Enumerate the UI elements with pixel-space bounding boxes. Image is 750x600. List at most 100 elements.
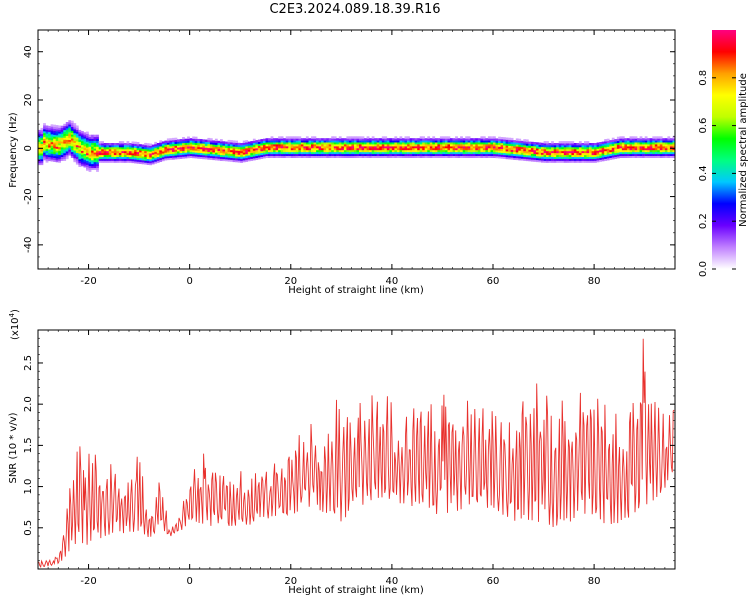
heatmap-cell xyxy=(108,152,112,156)
heatmap-cell xyxy=(78,139,82,142)
heatmap-cell xyxy=(364,140,367,143)
heatmap-cell xyxy=(316,142,319,145)
heatmap-cell xyxy=(482,153,486,156)
heatmap-cell xyxy=(460,149,463,153)
heatmap-cell xyxy=(528,141,532,144)
heatmap-cell xyxy=(576,144,580,148)
heatmap-cell xyxy=(154,143,158,147)
heatmap-cell xyxy=(81,134,84,138)
heatmap-cell xyxy=(629,147,633,151)
heatmap-cell xyxy=(543,150,547,154)
heatmap-cell xyxy=(566,143,570,146)
heatmap-cell xyxy=(500,142,504,146)
heatmap-cell xyxy=(189,147,193,151)
heatmap-cell xyxy=(551,141,554,144)
heatmap-cell xyxy=(60,158,64,161)
heatmap-cell xyxy=(336,142,340,145)
heatmap-cell xyxy=(447,149,451,153)
heatmap-cell xyxy=(45,135,49,138)
heatmap-cell xyxy=(495,144,499,147)
heatmap-cell xyxy=(60,129,64,132)
heatmap-cell xyxy=(58,125,61,128)
heatmap-cell xyxy=(199,148,203,152)
heatmap-cell xyxy=(83,155,87,158)
heatmap-cell xyxy=(576,143,580,146)
heatmap-cell xyxy=(632,138,635,141)
heatmap-cell xyxy=(642,147,645,151)
heatmap-cell xyxy=(414,149,418,153)
heatmap-cell xyxy=(429,151,433,155)
heatmap-cell xyxy=(490,151,494,155)
heatmap-cell xyxy=(88,157,92,161)
heatmap-cell xyxy=(81,163,84,167)
heatmap-cell xyxy=(391,155,395,158)
heatmap-cell xyxy=(209,144,213,147)
heatmap-cell xyxy=(366,136,370,139)
heatmap-cell xyxy=(402,140,405,143)
heatmap-cell xyxy=(503,156,506,159)
heatmap-cell xyxy=(576,158,580,161)
heatmap-cell xyxy=(563,144,567,148)
heatmap-cell xyxy=(50,153,54,156)
heatmap-cell xyxy=(336,145,340,149)
heatmap-cell xyxy=(571,150,575,154)
heatmap-cell xyxy=(364,142,367,145)
colorbar-scale xyxy=(712,30,736,269)
heatmap-cell xyxy=(384,142,388,145)
heatmap-cell xyxy=(227,139,231,143)
heatmap-cell xyxy=(338,138,342,141)
heatmap-cell xyxy=(627,140,630,143)
heatmap-cell xyxy=(257,143,261,146)
heatmap-cell xyxy=(490,140,494,143)
heatmap-cell xyxy=(207,141,211,145)
heatmap-cell xyxy=(103,150,107,154)
heatmap-cell xyxy=(293,151,297,155)
heatmap-cell xyxy=(116,146,120,150)
heatmap-cell xyxy=(513,147,516,151)
heatmap-cell xyxy=(204,145,208,148)
heatmap-cell xyxy=(606,148,610,151)
heatmap-cell xyxy=(407,144,410,147)
heatmap-cell xyxy=(45,131,49,134)
heatmap-cell xyxy=(298,144,302,147)
heatmap-cell xyxy=(394,144,398,147)
heatmap-cell xyxy=(50,143,54,146)
heatmap-cell xyxy=(300,145,304,149)
heatmap-cell xyxy=(172,137,175,141)
heatmap-cell xyxy=(83,141,87,145)
heatmap-cell xyxy=(151,152,155,155)
heatmap-cell xyxy=(493,153,496,156)
heatmap-cell xyxy=(116,158,120,161)
heatmap-cell xyxy=(596,156,600,159)
heatmap-cell xyxy=(629,136,633,139)
heatmap-cell xyxy=(482,140,486,143)
heatmap-cell xyxy=(283,149,286,153)
heatmap-cell xyxy=(308,145,312,149)
heatmap-cell xyxy=(573,154,577,157)
heatmap-cell xyxy=(91,146,94,149)
heatmap-cell xyxy=(204,147,208,150)
heatmap-cell xyxy=(199,144,203,148)
heatmap-cell xyxy=(318,145,322,149)
heatmap-cell xyxy=(288,138,292,141)
heatmap-cell xyxy=(43,138,46,141)
heatmap-cell xyxy=(321,144,324,147)
heatmap-cell xyxy=(240,143,243,146)
heatmap-cell xyxy=(318,147,322,151)
heatmap-cell xyxy=(518,158,522,161)
heatmap-cell xyxy=(503,139,506,142)
heatmap-cell xyxy=(268,151,271,155)
heatmap-cell xyxy=(376,145,380,149)
heatmap-cell xyxy=(305,138,309,141)
heatmap-cell xyxy=(177,154,180,158)
heatmap-cell xyxy=(86,154,89,158)
heatmap-cell xyxy=(452,153,456,156)
heatmap-cell xyxy=(63,127,67,131)
heatmap-cell xyxy=(543,156,547,159)
heatmap-cell xyxy=(290,140,294,143)
heatmap-cell xyxy=(209,142,213,145)
heatmap-cell xyxy=(434,153,438,156)
heatmap-cell xyxy=(599,155,602,158)
heatmap-cell xyxy=(265,155,269,158)
heatmap-cell xyxy=(482,149,486,153)
